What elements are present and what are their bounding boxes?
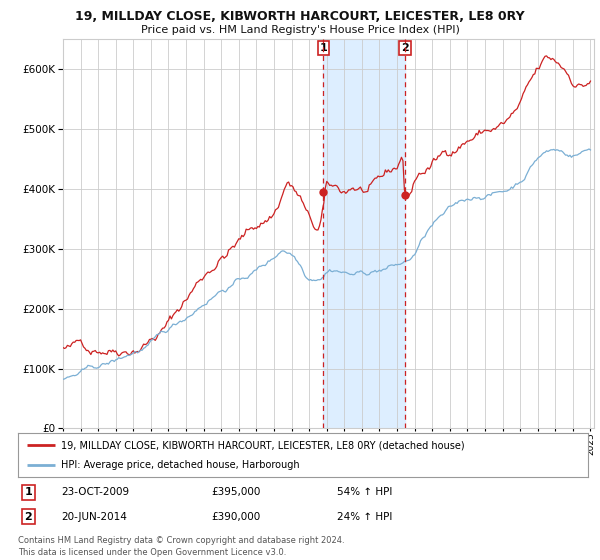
Text: 23-OCT-2009: 23-OCT-2009 bbox=[61, 487, 129, 497]
Text: 1: 1 bbox=[25, 487, 32, 497]
Bar bbox=[323, 39, 406, 428]
Text: 2: 2 bbox=[401, 43, 409, 53]
Text: 19, MILLDAY CLOSE, KIBWORTH HARCOURT, LEICESTER, LE8 0RY: 19, MILLDAY CLOSE, KIBWORTH HARCOURT, LE… bbox=[75, 10, 525, 23]
Text: 19, MILLDAY CLOSE, KIBWORTH HARCOURT, LEICESTER, LE8 0RY (detached house): 19, MILLDAY CLOSE, KIBWORTH HARCOURT, LE… bbox=[61, 440, 464, 450]
Text: £395,000: £395,000 bbox=[212, 487, 261, 497]
Text: 20-JUN-2014: 20-JUN-2014 bbox=[61, 512, 127, 522]
Text: Price paid vs. HM Land Registry's House Price Index (HPI): Price paid vs. HM Land Registry's House … bbox=[140, 25, 460, 35]
Text: Contains HM Land Registry data © Crown copyright and database right 2024.: Contains HM Land Registry data © Crown c… bbox=[18, 536, 344, 545]
Text: 1: 1 bbox=[320, 43, 327, 53]
Text: This data is licensed under the Open Government Licence v3.0.: This data is licensed under the Open Gov… bbox=[18, 548, 286, 557]
Text: 2: 2 bbox=[25, 512, 32, 522]
Text: 24% ↑ HPI: 24% ↑ HPI bbox=[337, 512, 392, 522]
Text: 54% ↑ HPI: 54% ↑ HPI bbox=[337, 487, 392, 497]
Text: £390,000: £390,000 bbox=[212, 512, 261, 522]
Text: HPI: Average price, detached house, Harborough: HPI: Average price, detached house, Harb… bbox=[61, 460, 299, 470]
